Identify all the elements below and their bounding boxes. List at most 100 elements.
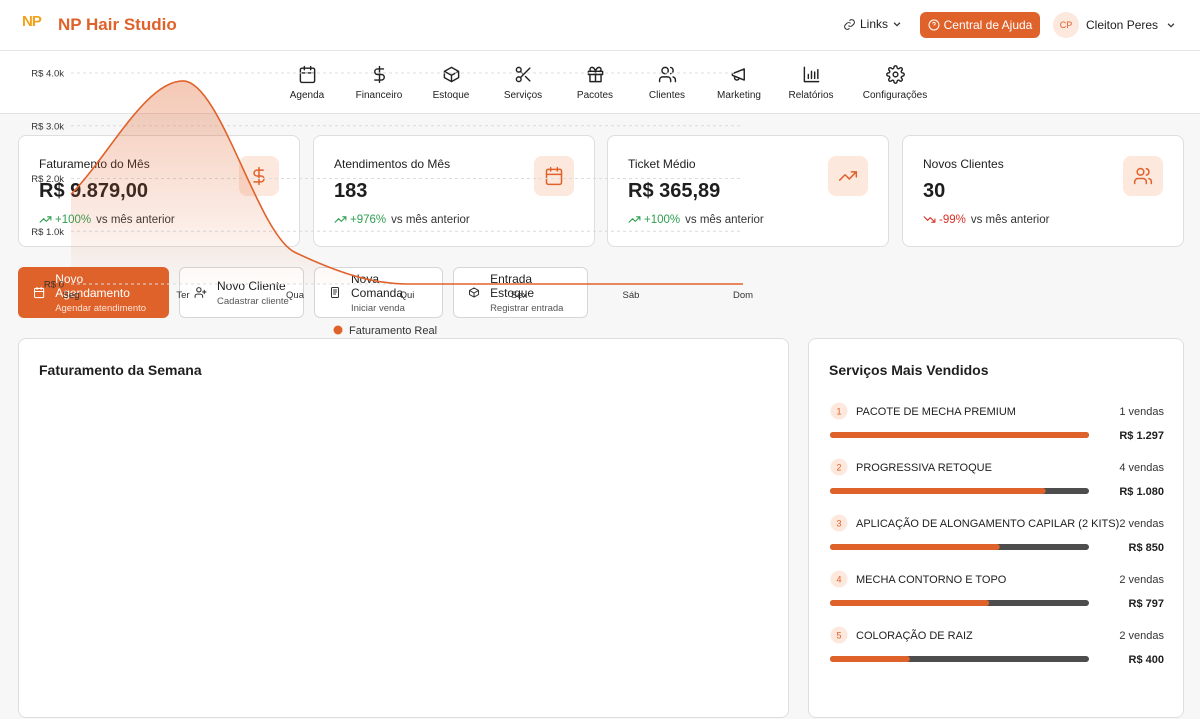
- x-tick-label: Sáb: [623, 290, 640, 301]
- area: [71, 80, 743, 284]
- icon: [39, 216, 52, 223]
- stat-card: Atendimentos do Mês 183 +976% vs mês anteri…: [313, 135, 595, 247]
- action-subtitle: Agendar atendimento: [55, 302, 147, 314]
- nav-label: Agenda: [289, 90, 325, 101]
- stat-card: Ticket Médio R$ 365,89 +100% vs mês anterio…: [607, 135, 889, 247]
- stat-card: Novos Clientes 30 -99% vs mês anterior: [902, 135, 1184, 247]
- action-text: Novo Agendamento Agendar atendimento: [55, 272, 154, 314]
- stat-value: R$ 365,89: [628, 180, 721, 202]
- nav-item[interactable]: Serviços: [487, 51, 559, 113]
- stat-icon: [534, 156, 574, 196]
- services-panel: Serviços Mais Vendidos 1 PACOTE DE MECHA …: [808, 338, 1184, 718]
- revenue-bar: [830, 600, 990, 606]
- line-chart: R$ 0 R$ 1.0k R$ 2.0k R$ 3.0k R$ 4.0k Seg Ter Qu…: [31, 69, 753, 338]
- rank-badge: [830, 402, 848, 420]
- nav-label: Relatórios: [788, 90, 834, 101]
- icon: [1133, 167, 1153, 185]
- stat-change: +976% vs mês anterior: [334, 213, 470, 226]
- top-bar: NP NP Hair Studio Links Central de Ajuda…: [0, 0, 1200, 51]
- change-value: -99%: [939, 213, 966, 226]
- help-label: Central de Ajuda: [943, 18, 1033, 32]
- stat-title: Atendimentos do Mês: [334, 157, 451, 171]
- revenue-bar: [830, 432, 1089, 438]
- change-value: +976%: [350, 213, 387, 226]
- link-icon: [844, 18, 855, 30]
- action-subtitle: Iniciar venda: [351, 302, 405, 314]
- services-list: 1 PACOTE DE MECHA PREMIUM 1 vendas R$ 1.297…: [830, 402, 1164, 666]
- x-tick-label: Dom: [733, 290, 753, 301]
- service-name: COLORAÇÃO DE RAIZ: [856, 629, 973, 642]
- stat-icon: [828, 156, 868, 196]
- brand[interactable]: NP Hair Studio: [58, 15, 177, 34]
- icon: [923, 216, 936, 223]
- icon: [838, 171, 858, 181]
- revenue-bar: [830, 656, 910, 662]
- service-revenue: R$ 1.080: [1119, 486, 1164, 498]
- y-tick-label: R$ 2.0k: [31, 174, 64, 185]
- service-sales: 4 vendas: [1119, 462, 1164, 474]
- x-tick-label: Seg: [63, 290, 80, 301]
- icon: [803, 66, 819, 83]
- nav-label: Marketing: [717, 90, 761, 101]
- action-subtitle: Cadastrar cliente: [217, 295, 289, 307]
- change-value: +100%: [644, 213, 681, 226]
- service-name: PROGRESSIVA RETOQUE: [856, 462, 992, 474]
- chart-panel: Faturamento da Semana R$ 0 R$ 1.0k R$ 2.0k…: [18, 69, 789, 718]
- stat-change: +100% vs mês anterior: [628, 213, 764, 226]
- icon: [331, 287, 339, 298]
- links-menu[interactable]: Links: [843, 17, 902, 31]
- rank-badge: [830, 514, 848, 532]
- y-tick-label: R$ 0: [44, 280, 64, 291]
- icon: [545, 166, 563, 186]
- service-name: MECHA CONTORNO E TOPO: [856, 574, 1007, 586]
- nav-label: Clientes: [648, 90, 686, 101]
- nav-item[interactable]: Financeiro: [343, 51, 415, 113]
- stat-title: Novos Clientes: [923, 157, 1004, 171]
- nav-label: Serviços: [503, 90, 543, 101]
- service-revenue: R$ 797: [1129, 598, 1164, 610]
- icon: [731, 68, 745, 81]
- rank: 5: [836, 631, 841, 641]
- service-name: APLICAÇÃO DE ALONGAMENTO CAPILAR (2 KITS…: [856, 517, 1119, 530]
- revenue-bar: [830, 544, 1000, 550]
- action-subtitle: Registrar entrada: [490, 302, 564, 314]
- rank: 4: [836, 575, 841, 585]
- rank: 2: [836, 463, 841, 473]
- service-revenue: R$ 850: [1129, 542, 1164, 554]
- change-note: vs mês anterior: [685, 213, 764, 226]
- x-tick-label: Qua: [286, 290, 305, 301]
- x-tick-label: Sex: [511, 290, 528, 301]
- icon: [334, 216, 347, 223]
- x-tick-label: Ter: [176, 290, 189, 301]
- avatar[interactable]: CP: [1053, 12, 1079, 38]
- icon: [515, 66, 531, 83]
- nav-item[interactable]: Clientes: [631, 51, 703, 113]
- stat-change: -99% vs mês anterior: [923, 213, 1049, 226]
- stat-icon: [1123, 156, 1163, 196]
- user-menu[interactable]: Cleiton Peres: [1086, 18, 1176, 32]
- nav-item[interactable]: Relatórios: [775, 51, 847, 113]
- help-button[interactable]: Central de Ajuda: [920, 12, 1040, 38]
- icon: [885, 65, 905, 84]
- revenue-bar: [830, 488, 1046, 494]
- y-tick-label: R$ 1.0k: [31, 227, 64, 238]
- nav-label: Pacotes: [576, 90, 614, 101]
- change-note: vs mês anterior: [391, 213, 470, 226]
- stat-value: 30: [923, 180, 946, 202]
- stat-value: 183: [334, 180, 368, 202]
- nav-label: Financeiro: [355, 90, 403, 101]
- icon: [194, 287, 207, 298]
- action-button[interactable]: Entrada Estoque Registrar entrada: [453, 267, 588, 318]
- links-label: Links: [860, 17, 889, 31]
- user-name: Cleiton Peres: [1086, 18, 1159, 32]
- icon: [628, 216, 641, 223]
- icon: [34, 286, 45, 299]
- change-note: vs mês anterior: [970, 213, 1050, 226]
- nav-item[interactable]: Marketing: [703, 51, 775, 113]
- service-revenue: R$ 1.297: [1119, 430, 1164, 442]
- y-tick-label: R$ 4.0k: [31, 69, 64, 80]
- stat-title: Ticket Médio: [628, 157, 696, 171]
- nav-item[interactable]: Configurações: [847, 51, 943, 113]
- y-tick-label: R$ 3.0k: [31, 121, 64, 132]
